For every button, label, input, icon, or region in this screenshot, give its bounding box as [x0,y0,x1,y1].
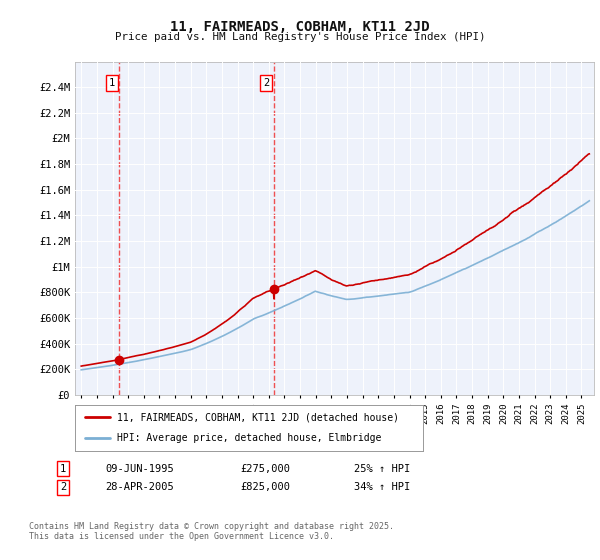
Text: £275,000: £275,000 [240,464,290,474]
Text: 09-JUN-1995: 09-JUN-1995 [105,464,174,474]
Text: Contains HM Land Registry data © Crown copyright and database right 2025.
This d: Contains HM Land Registry data © Crown c… [29,522,394,542]
Text: 34% ↑ HPI: 34% ↑ HPI [354,482,410,492]
Text: 2: 2 [263,78,269,88]
Text: 1: 1 [60,464,66,474]
Text: 11, FAIRMEADS, COBHAM, KT11 2JD: 11, FAIRMEADS, COBHAM, KT11 2JD [170,20,430,34]
Text: 2: 2 [60,482,66,492]
Text: Price paid vs. HM Land Registry's House Price Index (HPI): Price paid vs. HM Land Registry's House … [115,32,485,43]
Text: 11, FAIRMEADS, COBHAM, KT11 2JD (detached house): 11, FAIRMEADS, COBHAM, KT11 2JD (detache… [117,412,399,422]
Text: £825,000: £825,000 [240,482,290,492]
Text: 25% ↑ HPI: 25% ↑ HPI [354,464,410,474]
Text: HPI: Average price, detached house, Elmbridge: HPI: Average price, detached house, Elmb… [117,433,381,444]
Text: 1: 1 [109,78,115,88]
Text: 28-APR-2005: 28-APR-2005 [105,482,174,492]
